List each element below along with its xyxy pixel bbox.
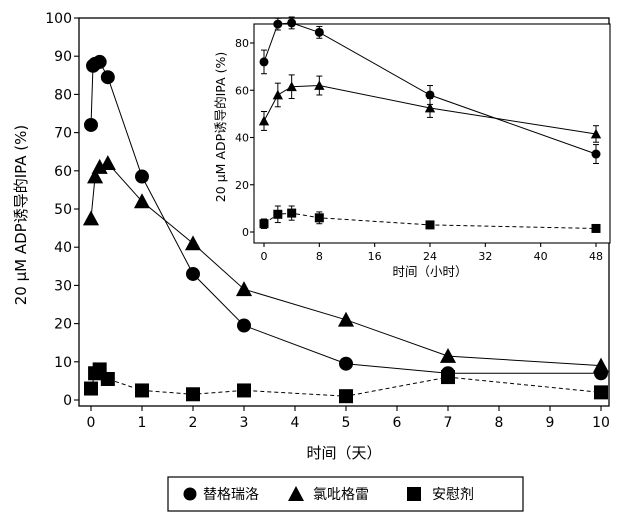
inset-data-point-square [314, 213, 324, 223]
legend-label-ticagrelor: 替格瑞洛 [203, 487, 259, 503]
main-x-tick-label: 9 [546, 415, 555, 431]
inset-x-axis-title: 时间（小时） [392, 264, 467, 279]
main-data-point-triangle [87, 168, 104, 184]
main-data-point-circle [339, 356, 353, 371]
main-x-tick-label: 1 [138, 415, 147, 431]
inset-data-point-square [273, 209, 283, 219]
inset-x-tick-label: 24 [423, 250, 437, 263]
main-y-tick-label: 20 [54, 317, 72, 333]
inset-data-point-square [591, 223, 601, 233]
main-data-point-triangle [337, 311, 355, 327]
main-data-point-triangle [82, 210, 100, 226]
inset-data-point-circle [287, 18, 297, 28]
main-x-axis-title: 时间（天） [306, 444, 381, 462]
main-x-tick-label: 8 [495, 415, 504, 431]
main-data-point-square [84, 381, 98, 396]
main-data-point-circle [135, 169, 149, 184]
main-x-tick-label: 0 [87, 415, 96, 431]
legend-circle-marker [183, 487, 197, 501]
inset-data-point-circle [314, 27, 324, 37]
main-data-point-square [237, 383, 251, 398]
main-data-point-square [186, 387, 200, 402]
inset-data-point-circle [425, 90, 435, 100]
inset-series-line-square [263, 212, 597, 229]
legend-box [167, 476, 524, 512]
main-y-tick-label: 60 [54, 164, 72, 180]
main-y-tick-label: 70 [54, 126, 72, 142]
inset-data-point-circle [591, 149, 601, 159]
main-data-point-circle [84, 117, 98, 132]
main-data-point-square [100, 371, 115, 386]
main-data-point-circle [100, 70, 115, 85]
main-data-point-square [594, 385, 608, 400]
inset-y-tick-label: 40 [235, 132, 249, 145]
main-x-tick-label: 4 [291, 415, 300, 431]
inset-y-tick-label: 0 [242, 226, 249, 239]
inset-y-tick-label: 20 [235, 179, 249, 192]
legend-label-placebo: 安慰剂 [432, 486, 474, 503]
main-y-tick-label: 40 [54, 240, 72, 256]
main-x-tick-label: 10 [592, 415, 610, 431]
inset-y-axis-title: 20 μM ADP诱导的IPA (%) [213, 52, 228, 202]
inset-data-point-triangle [424, 102, 436, 113]
legend-square-marker [407, 487, 421, 501]
main-y-tick-label: 80 [54, 87, 72, 103]
main-data-point-triangle [91, 158, 108, 174]
main-data-point-circle [186, 266, 200, 281]
inset-plot-frame [253, 23, 611, 244]
main-data-point-square [441, 370, 455, 385]
inset-data-point-triangle [272, 89, 284, 100]
main-data-point-square [339, 389, 353, 404]
main-y-tick-label: 0 [63, 393, 72, 409]
inset-x-tick-label: 40 [534, 250, 548, 263]
legend-label-clopidogrel: 氯吡格雷 [313, 487, 369, 503]
inset-data-point-triangle [258, 115, 270, 126]
main-x-tick-label: 5 [342, 415, 351, 431]
inset-data-point-triangle [314, 80, 325, 90]
main-y-axis-title: 20 μM ADP诱导的IPA (%) [12, 125, 30, 305]
main-data-point-triangle [133, 193, 151, 209]
legend-triangle-marker [288, 486, 304, 501]
inset-data-point-square [425, 220, 435, 230]
inset-data-point-triangle [286, 81, 297, 92]
main-data-point-triangle [99, 155, 116, 171]
inset-data-point-square [287, 208, 297, 218]
inset-x-tick-label: 8 [316, 250, 323, 263]
main-data-point-triangle [439, 348, 457, 363]
main-y-tick-label: 100 [45, 11, 72, 27]
main-y-tick-label: 50 [54, 202, 72, 218]
inset-data-point-triangle [590, 128, 602, 139]
main-data-point-circle [237, 318, 251, 333]
inset-y-tick-label: 60 [235, 84, 249, 97]
main-x-tick-label: 7 [444, 415, 453, 431]
main-y-tick-label: 30 [54, 278, 72, 294]
inset-x-tick-label: 16 [368, 250, 382, 263]
inset-x-tick-label: 48 [589, 250, 603, 263]
inset-data-point-square [259, 219, 269, 229]
inset-data-point-circle [273, 19, 283, 29]
inset-x-tick-label: 0 [261, 250, 268, 263]
main-x-tick-label: 6 [393, 415, 402, 431]
inset-y-tick-label: 80 [235, 37, 249, 50]
main-y-tick-label: 90 [54, 49, 72, 65]
main-data-point-triangle [592, 357, 610, 373]
inset-plot-area: 0 8 16 24 32 40 48 0 20 40 60 80 [235, 16, 603, 263]
inset-x-tick-label: 32 [478, 250, 492, 263]
main-data-point-circle [92, 54, 107, 69]
main-data-point-triangle [184, 235, 202, 251]
main-x-tick-label: 3 [240, 415, 249, 431]
main-y-tick-label: 10 [54, 355, 72, 371]
main-data-point-square [135, 383, 149, 398]
main-x-tick-label: 2 [189, 415, 198, 431]
main-data-point-triangle [235, 281, 253, 297]
inset-data-point-circle [259, 57, 269, 67]
